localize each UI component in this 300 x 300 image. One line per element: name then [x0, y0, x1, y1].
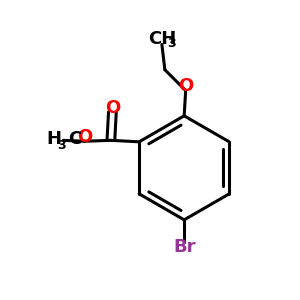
Text: O: O	[77, 128, 92, 146]
Text: H: H	[47, 130, 62, 148]
Text: 3: 3	[167, 37, 176, 50]
Text: 3: 3	[58, 139, 66, 152]
Text: O: O	[178, 77, 193, 95]
Text: C: C	[68, 130, 82, 148]
Text: O: O	[105, 99, 120, 117]
Text: CH: CH	[148, 30, 176, 48]
Text: Br: Br	[173, 238, 195, 256]
